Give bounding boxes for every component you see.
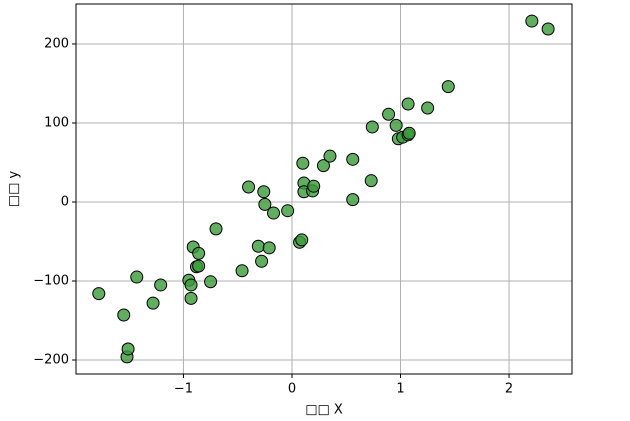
scatter-point xyxy=(307,179,321,193)
scatter-point xyxy=(296,156,310,170)
scatter-point xyxy=(146,296,160,310)
scatter-point xyxy=(257,185,271,199)
scatter-point xyxy=(235,264,249,278)
scatter-point xyxy=(402,126,416,140)
scatter-point xyxy=(441,80,455,94)
scatter-point xyxy=(389,118,403,132)
x-tick-label: 1 xyxy=(396,382,404,397)
scatter-point xyxy=(184,278,198,292)
scatter-point xyxy=(316,159,330,173)
scatter-point xyxy=(364,174,378,188)
scatter-point xyxy=(323,149,337,163)
scatter-point xyxy=(192,246,206,260)
scatter-point xyxy=(267,206,281,220)
y-tick-label: −100 xyxy=(33,274,69,289)
y-tick-label: −200 xyxy=(33,353,69,368)
scatter-point xyxy=(365,120,379,134)
scatter-point xyxy=(154,278,168,292)
scatter-point xyxy=(525,14,539,28)
x-axis-label: □□ X xyxy=(305,403,343,418)
scatter-point xyxy=(255,254,269,268)
scatter-point xyxy=(184,291,198,305)
scatter-point xyxy=(251,239,265,253)
scatter-point xyxy=(346,152,360,166)
y-tick-label: 0 xyxy=(61,194,69,209)
x-tick-label: 0 xyxy=(288,382,296,397)
scatter-point xyxy=(209,222,223,236)
scatter-point xyxy=(92,287,106,301)
plot-frame xyxy=(75,3,573,375)
scatter-point xyxy=(117,308,131,322)
scatter-point xyxy=(204,275,218,289)
y-tick-label: 100 xyxy=(44,115,69,130)
scatter-point xyxy=(258,197,272,211)
x-tick-label: −1 xyxy=(174,382,193,397)
scatter-point xyxy=(192,259,206,273)
scatter-point xyxy=(346,193,360,207)
y-axis-label: □□ y xyxy=(7,171,22,208)
scatter-point xyxy=(421,101,435,115)
scatter-point xyxy=(262,241,276,255)
scatter-point xyxy=(541,22,555,36)
scatter-point xyxy=(121,342,135,356)
scatter-point xyxy=(382,107,396,121)
scatter-point xyxy=(401,97,415,111)
y-tick-label: 200 xyxy=(44,36,69,51)
x-tick-label: 2 xyxy=(505,382,513,397)
scatter-point xyxy=(295,233,309,247)
scatter-point xyxy=(242,180,256,194)
scatter-point xyxy=(130,270,144,284)
scatter-point xyxy=(281,204,295,218)
